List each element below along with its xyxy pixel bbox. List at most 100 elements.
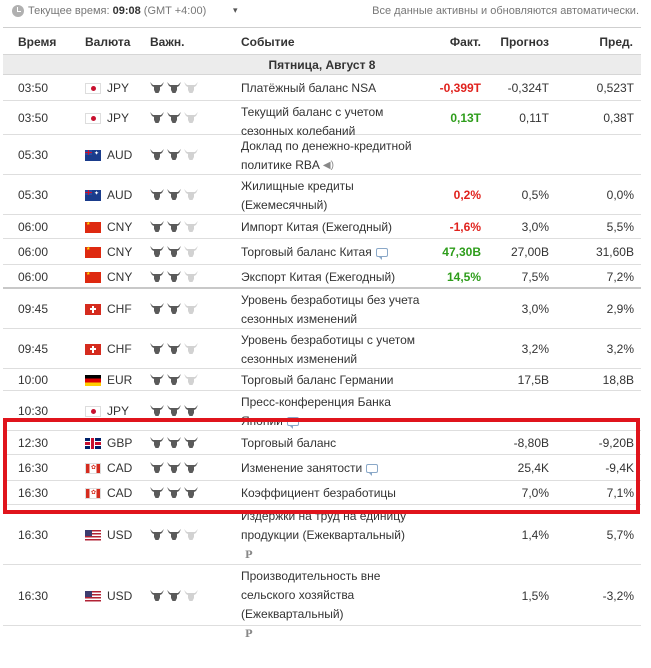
forecast-value: 25,4K [518,461,549,475]
event-name[interactable]: Импорт Китая (Ежегодный) [241,218,426,237]
table-row[interactable]: 16:30 USD Производительность вне сельского… [3,565,641,626]
bull-icon-active [167,590,181,601]
forecast-value: 27,00B [511,245,549,259]
table-row[interactable]: 12:30 GBP Торговый баланс -8,80B -9,20B [3,431,641,455]
table-row[interactable]: 05:30 AUD Доклад по денежно-кредитной поли… [3,135,641,175]
column-header-forecast[interactable]: Прогноз [500,35,549,49]
table-row[interactable]: 06:00 CNY Экспорт Китая (Ежегодный) 14,5% 7,… [3,265,641,289]
germany-flag-icon [85,375,101,386]
currency-code: JPY [107,81,129,95]
currency-code: USD [107,528,132,542]
forecast-value: 7,5% [522,270,549,284]
event-name-text[interactable]: Экспорт Китая (Ежегодный) [241,270,395,284]
event-name[interactable]: Торговый баланс Германии [241,371,426,390]
table-row[interactable]: 09:45 CHF Уровень безработицы с учетом сез… [3,329,641,369]
column-header-previous[interactable]: Пред. [599,35,633,49]
speech-bubble-icon[interactable] [376,248,388,257]
event-time: 06:00 [18,245,48,259]
table-row[interactable]: 05:30 AUD Жилищные кредиты (Ежемесячный) 0,… [3,175,641,215]
event-time: 10:00 [18,373,48,387]
previous-value: 18,8B [603,373,634,387]
event-name[interactable]: Изменение занятости [241,459,426,478]
table-row[interactable]: 10:00 EUR Торговый баланс Германии 17,5B 18,… [3,369,641,391]
event-name-text[interactable]: Издержки на труд на единицу продукции (Е… [241,509,406,542]
current-time[interactable]: Текущее время: 09:08 (GMT +4:00) [28,5,206,17]
event-name-text[interactable]: Коэффициент безработицы [241,486,396,500]
event-name[interactable]: Торговый баланс Китая [241,243,426,262]
event-name-text[interactable]: Торговый баланс Германии [241,373,393,387]
importance-bulls [150,529,201,543]
bull-icon-active [167,343,181,354]
event-name-text[interactable]: Торговый баланс [241,436,336,450]
column-header-event[interactable]: Событие [241,35,295,49]
event-name[interactable]: Уровень безработицы без учета сезонных и… [241,291,426,329]
event-time: 16:30 [18,486,48,500]
bull-icon-inactive [184,149,198,160]
bull-icon-active [150,221,164,232]
bull-icon-active [167,462,181,473]
event-name-text[interactable]: Жилищные кредиты (Ежемесячный) [241,179,354,212]
currency-code: EUR [107,373,132,387]
day-header: Пятница, Август 8 [3,55,641,75]
forecast-value: 17,5B [518,373,549,387]
bull-icon-inactive [184,189,198,200]
event-time: 06:00 [18,270,48,284]
event-name-text[interactable]: Текущий баланс с учетом сезонных колебан… [241,105,383,138]
table-row[interactable]: 16:30 USD Издержки на труд на единицу прод… [3,505,641,565]
column-header-time[interactable]: Время [18,35,56,49]
table-row[interactable]: 09:45 CHF Уровень безработицы без учета се… [3,289,641,329]
table-row[interactable]: 06:00 CNY Торговый баланс Китая 47,30B 27,00… [3,239,641,265]
table-row[interactable]: 03:50 JPY Текущий баланс с учетом сезонных… [3,101,641,135]
bull-icon-active [150,189,164,200]
table-row[interactable]: 16:30 CAD Коэффициент безработицы 7,0% 7,1% [3,481,641,505]
event-name-text[interactable]: Производительность вне сельского хозяйст… [241,569,380,621]
bull-icon-inactive [184,374,198,385]
speech-bubble-icon[interactable] [287,417,299,426]
event-name-text[interactable]: Торговый баланс Китая [241,245,372,259]
column-header-importance[interactable]: Важн. [150,35,184,49]
bull-icon-active [150,343,164,354]
chevron-down-icon[interactable]: ▾ [233,5,238,16]
event-name[interactable]: Уровень безработицы с учетом сезонных из… [241,331,426,369]
event-name-text[interactable]: Пресс-конференция Банка Японии [241,395,391,428]
column-header-actual[interactable]: Факт. [450,35,481,49]
currency-code: AUD [107,148,132,162]
event-name-text[interactable]: Импорт Китая (Ежегодный) [241,220,392,234]
bull-icon-inactive [184,303,198,314]
event-name-text[interactable]: Платёжный баланс NSA [241,81,376,95]
speech-bubble-icon[interactable] [366,464,378,473]
bull-icon-inactive [184,590,198,601]
event-name-text[interactable]: Изменение занятости [241,461,362,475]
event-name[interactable]: Доклад по денежно-кредитной политике RBA… [241,137,426,175]
event-name-text[interactable]: Уровень безработицы с учетом сезонных из… [241,333,415,366]
event-name[interactable]: Жилищные кредиты (Ежемесячный) [241,177,426,215]
table-row[interactable]: 03:50 JPY Платёжный баланс NSA -0,399T -0,32… [3,75,641,101]
importance-bulls [150,590,201,604]
column-header-currency[interactable]: Валюта [85,35,130,49]
event-name[interactable]: Платёжный баланс NSA [241,79,426,98]
bull-icon-active [150,405,164,416]
event-name[interactable]: Коэффициент безработицы [241,484,426,503]
event-name[interactable]: Издержки на труд на единицу продукции (Е… [241,507,426,565]
preliminary-icon: P [245,625,253,644]
event-name[interactable]: Пресс-конференция Банка Японии [241,393,426,431]
event-name[interactable]: Экспорт Китая (Ежегодный) [241,268,426,287]
currency-code: JPY [107,111,129,125]
table-row[interactable]: 06:00 CNY Импорт Китая (Ежегодный) -1,6% 3,0… [3,215,641,239]
uk-flag-icon [85,438,101,449]
canada-flag-icon [85,463,101,474]
event-name[interactable]: Торговый баланс [241,434,426,453]
bull-icon-active [150,374,164,385]
previous-value: -9,4K [605,461,634,475]
event-time: 12:30 [18,436,48,450]
importance-bulls [150,112,201,126]
china-flag-icon [85,272,101,283]
event-name-text[interactable]: Уровень безработицы без учета сезонных и… [241,293,419,326]
table-row[interactable]: 16:30 CAD Изменение занятости 25,4K -9,4K [3,455,641,481]
previous-value: 7,1% [607,486,634,500]
table-row[interactable]: 10:30 JPY Пресс-конференция Банка Японии [3,391,641,431]
importance-bulls [150,374,201,388]
importance-bulls [150,246,201,260]
event-name[interactable]: Производительность вне сельского хозяйст… [241,567,426,644]
megaphone-icon: ◀) [323,156,334,175]
